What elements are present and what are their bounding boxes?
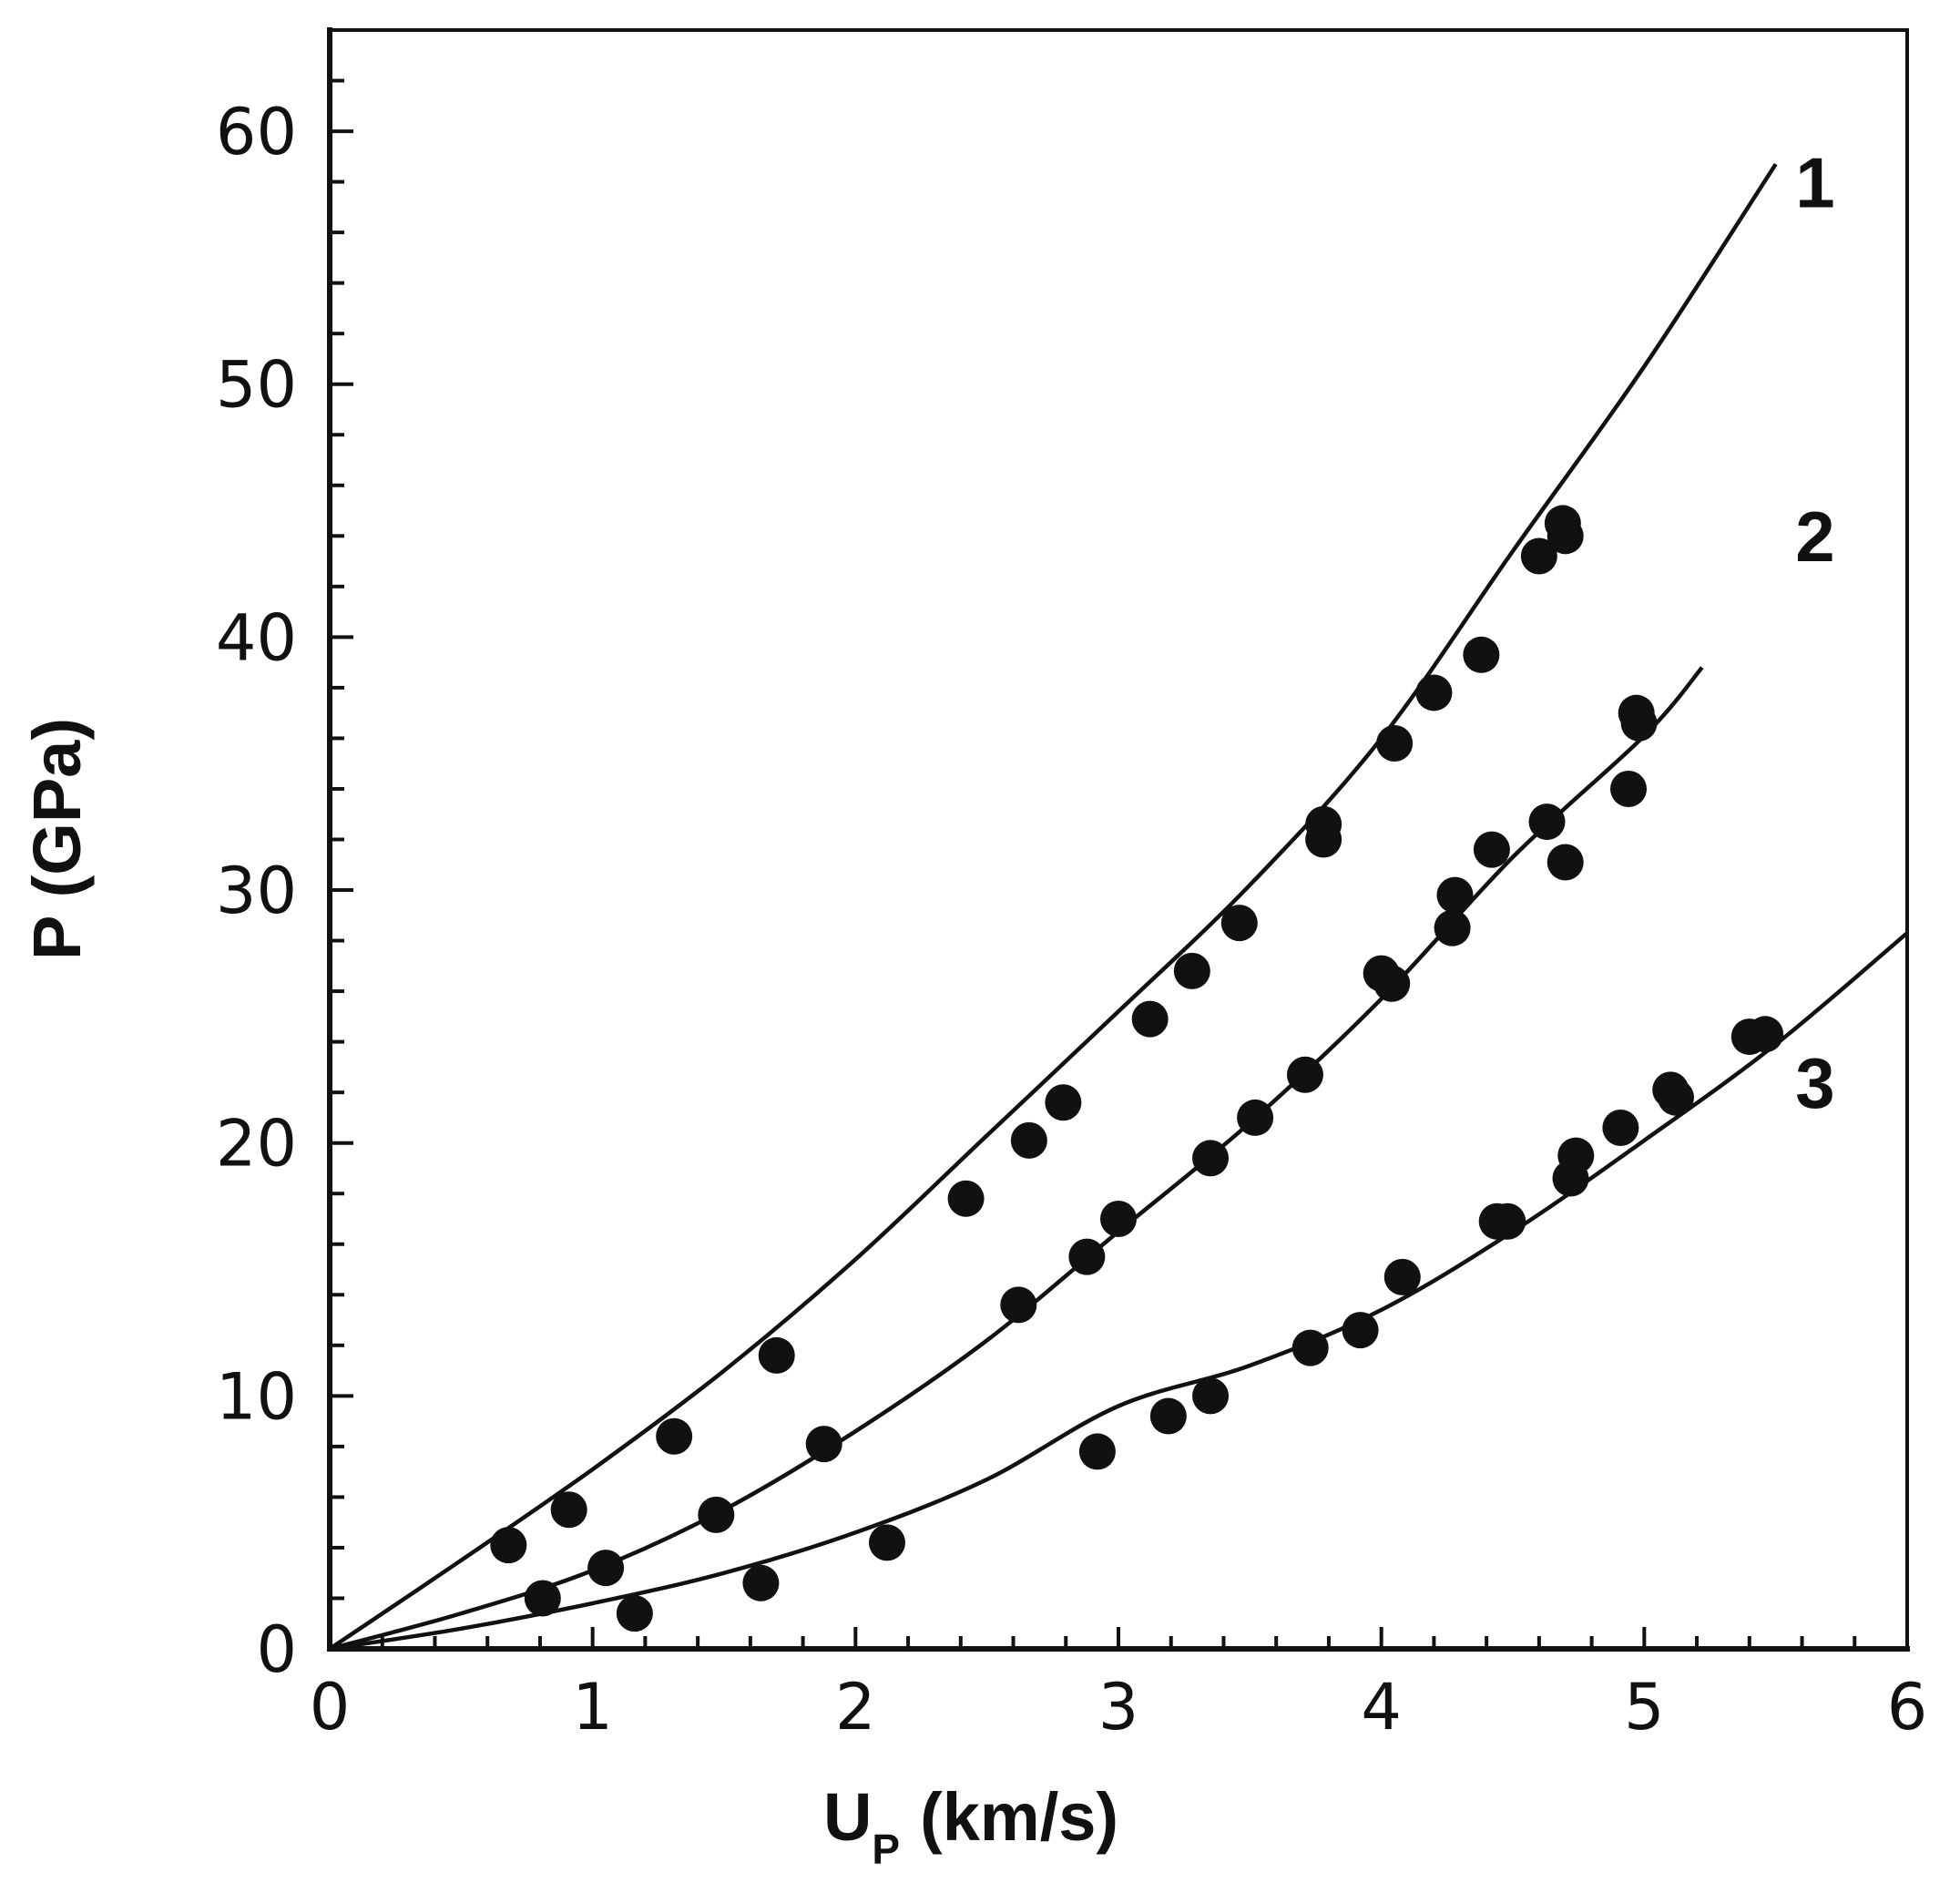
series-1-point (1376, 724, 1414, 762)
series-1-label: 1 (1795, 142, 1834, 222)
y-tick-label: 50 (216, 348, 297, 423)
series-2-point (1192, 1140, 1230, 1177)
series-2-point (1100, 1200, 1137, 1237)
series-3-point (1657, 1079, 1694, 1116)
series-3-point (1557, 1137, 1595, 1174)
series-2-point (1473, 831, 1510, 868)
series-1-point (947, 1180, 985, 1217)
series-1-point (1045, 1084, 1082, 1121)
series-1-point (1520, 537, 1557, 575)
series-2-curve (329, 666, 1704, 1652)
x-tick-label: 0 (310, 1670, 351, 1745)
series-3-point (1602, 1110, 1639, 1147)
series-3-point (1078, 1433, 1116, 1470)
series-1-point (550, 1491, 587, 1529)
series-1-point (1010, 1121, 1047, 1159)
y-axis-title: P (GPa) (19, 718, 95, 960)
series-1-point (1305, 821, 1342, 858)
x-tick-label: 6 (1887, 1670, 1928, 1745)
x-axis-units: (km/s) (920, 1779, 1118, 1855)
series-2-point (524, 1580, 561, 1617)
x-tick-label: 2 (835, 1670, 876, 1745)
series-1-point (490, 1527, 527, 1564)
x-axis-symbol: U (823, 1779, 872, 1855)
x-tick-label: 3 (1098, 1670, 1139, 1745)
axis-ticks (328, 28, 1909, 1651)
series-2-point (1436, 876, 1474, 914)
y-tick-label: 60 (216, 95, 297, 169)
series-2-label: 2 (1795, 496, 1834, 577)
series-1-point (1220, 905, 1258, 942)
y-tick-label: 30 (216, 854, 297, 928)
series-2-point (1610, 770, 1648, 807)
series-1-point (1131, 1000, 1169, 1038)
series-3-point (616, 1595, 653, 1632)
y-tick-label: 40 (216, 600, 297, 675)
series-2-point (1547, 844, 1584, 881)
series-2-point (587, 1550, 625, 1587)
series-3-point (1747, 1016, 1784, 1053)
series-2-point (1068, 1238, 1106, 1275)
series-2-point (1620, 704, 1658, 742)
series-3-curve (329, 931, 1909, 1652)
y-tick-label: 20 (216, 1107, 297, 1182)
x-axis-title: UP (km/s) (823, 1779, 1118, 1873)
series-points (490, 505, 1784, 1632)
series-3-point (1149, 1397, 1187, 1435)
series-3-point (1342, 1312, 1379, 1349)
series-2-point (1000, 1286, 1037, 1324)
series-3-point (742, 1564, 780, 1601)
series-2-point (1286, 1056, 1323, 1093)
series-2-point (698, 1496, 735, 1533)
series-3-point (868, 1524, 905, 1561)
series-1-point (758, 1336, 795, 1374)
x-tick-label: 4 (1361, 1670, 1402, 1745)
x-tick-label: 1 (572, 1670, 613, 1745)
series-1-point (1415, 674, 1453, 711)
series-1-point (656, 1417, 693, 1455)
x-tick-label: 5 (1624, 1670, 1665, 1745)
series-2-point (1528, 803, 1566, 841)
series-3-point (1489, 1202, 1526, 1240)
series-1-curve (328, 162, 1778, 1651)
series-3-point (1192, 1377, 1230, 1415)
series-1-point (1463, 636, 1500, 673)
series-2-point (1434, 909, 1471, 946)
series-labels: 1 2 3 (1795, 142, 1834, 1122)
series-3-point (1291, 1329, 1329, 1366)
series-1-point (1547, 517, 1584, 555)
series-lines (328, 162, 1909, 1652)
y-tick-label: 10 (216, 1359, 297, 1434)
series-3-label: 3 (1795, 1043, 1834, 1123)
series-2-point (805, 1426, 842, 1463)
y-tick-label: 0 (256, 1612, 297, 1687)
x-axis-subscript: P (872, 1826, 900, 1873)
series-2-point (1237, 1099, 1274, 1136)
series-2-point (1373, 965, 1411, 1002)
series-1-point (1173, 952, 1210, 989)
series-3-point (1383, 1258, 1421, 1295)
